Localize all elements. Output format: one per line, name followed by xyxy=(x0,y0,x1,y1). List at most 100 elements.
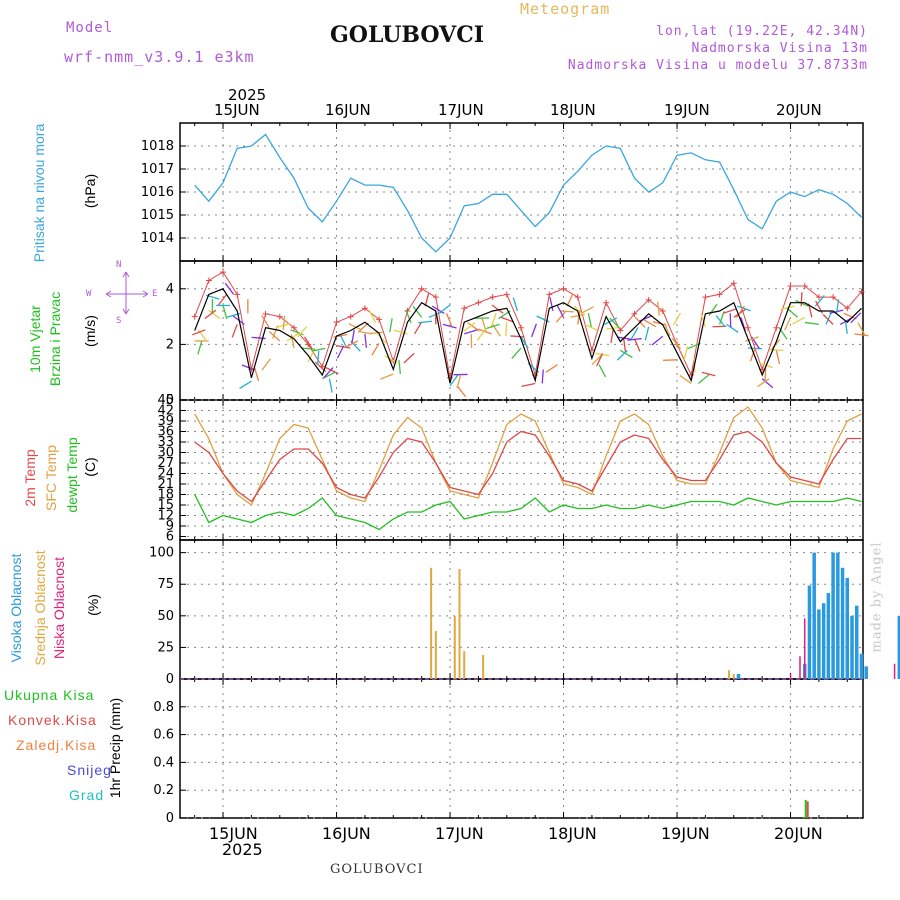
wind-arrow xyxy=(619,349,633,358)
gust-marker xyxy=(234,291,241,298)
wind-arrow xyxy=(204,309,217,320)
wind-arrow xyxy=(336,345,345,359)
gust-marker xyxy=(787,283,794,290)
gust-marker xyxy=(560,285,567,292)
day-bottom-5: 20JUN xyxy=(774,824,823,843)
wind-arrow xyxy=(757,378,770,388)
wind-arrow xyxy=(545,364,558,373)
compass-w: W xyxy=(86,289,92,299)
wind-arrow xyxy=(431,305,445,314)
cloud-bar xyxy=(859,653,864,679)
wind-arrow xyxy=(784,317,792,331)
wind-arrow xyxy=(505,321,508,337)
wind-arrow xyxy=(531,323,538,338)
cloud-bar xyxy=(799,656,801,679)
wind-arrow xyxy=(609,317,620,329)
wind-arrow xyxy=(656,301,660,316)
cloud-bar xyxy=(482,654,485,679)
meteogram-label: Meteogram xyxy=(520,0,611,18)
wind-arrow xyxy=(671,337,682,350)
gust-marker xyxy=(475,299,482,306)
compass-s: S xyxy=(116,316,122,326)
wind-arrow xyxy=(456,385,467,398)
cloud-axis-tick-label: 100 xyxy=(149,546,174,561)
gust-marker xyxy=(702,294,709,301)
wind-arrow xyxy=(559,310,574,313)
wind-arrow xyxy=(323,367,334,379)
cloud-bar xyxy=(463,651,466,679)
wind-arrow xyxy=(290,329,304,336)
wind-arrow xyxy=(307,349,315,363)
gust-marker xyxy=(801,283,808,290)
gust-marker xyxy=(631,310,638,317)
footer-station: GOLUBOVCI xyxy=(330,862,424,877)
wind-arrow xyxy=(735,305,745,319)
wind-arrow xyxy=(708,303,718,316)
wind-arrow xyxy=(456,374,462,389)
wind-arrow xyxy=(424,292,430,307)
pressure-line xyxy=(194,133,862,253)
precip-legend-hail: Grad xyxy=(69,787,105,803)
wind-arrow xyxy=(786,307,799,318)
wind-arrow xyxy=(519,335,529,349)
cloud-bar xyxy=(864,666,868,679)
gust-marker xyxy=(830,294,837,301)
gust-marker xyxy=(645,296,652,303)
cloud-axis-tick-label: 50 xyxy=(157,609,174,624)
wind-arrow xyxy=(251,336,266,340)
wind-axis-tick-label: 2 xyxy=(166,337,174,352)
pressure-axis-tick-label: 1017 xyxy=(141,162,174,177)
wind-arrow xyxy=(623,339,627,354)
wind-arrow xyxy=(800,292,803,307)
wind-arrow xyxy=(679,374,692,384)
wind-arrow xyxy=(208,309,221,320)
wind-arrow xyxy=(224,282,235,295)
year-top: 2025 xyxy=(228,86,267,104)
wind-arrow xyxy=(836,299,840,314)
wind-arrow xyxy=(584,323,598,331)
temp-axis-tick-label: 24 xyxy=(157,467,174,482)
cloud-bar xyxy=(430,567,433,679)
gust-marker xyxy=(517,324,524,331)
wind-arrow xyxy=(418,320,433,324)
wind-arrow xyxy=(412,305,423,318)
gust-marker xyxy=(333,319,340,326)
day-top-4: 19JUN xyxy=(664,101,710,119)
gust-marker xyxy=(574,294,581,301)
gust-marker xyxy=(546,291,553,298)
wind-arrow xyxy=(512,297,519,312)
gust-marker xyxy=(603,299,610,306)
gust-marker xyxy=(461,305,468,312)
cloud-axis-tick-label: 0 xyxy=(166,672,174,687)
wind-arrow xyxy=(804,321,820,326)
wind-arrow xyxy=(380,373,394,380)
panel-frame xyxy=(179,678,864,819)
wind-arrow xyxy=(405,309,412,323)
cloud-bar xyxy=(807,585,812,679)
wind-arrow xyxy=(490,313,497,327)
wind-arrow xyxy=(616,349,628,361)
wind-arrow xyxy=(596,353,604,367)
wind-arrow xyxy=(722,308,737,314)
day-bottom-2: 17JUN xyxy=(435,824,484,843)
gust-marker xyxy=(361,305,368,312)
precip-legend-total: Ukupna Kisa xyxy=(4,687,95,703)
gust-marker xyxy=(815,294,822,301)
wind-arrow xyxy=(463,322,476,332)
wind-arrow xyxy=(316,351,320,366)
day-top-5: 20JUN xyxy=(776,101,822,119)
wind-arrow xyxy=(261,315,270,328)
wind-arrow xyxy=(368,309,377,324)
wind-arrow xyxy=(500,316,515,323)
wind-arrow xyxy=(467,322,480,332)
wind-arrow xyxy=(231,324,238,338)
wind-arrow xyxy=(286,332,300,342)
day-top-0: 15JUN xyxy=(214,101,260,119)
cloud-bar xyxy=(434,630,437,679)
gust-marker xyxy=(489,294,496,301)
gust-marker xyxy=(730,280,737,287)
temp-axis-tick-label: 6 xyxy=(166,530,174,545)
pressure-axis-tick-label: 1014 xyxy=(141,231,174,246)
pressure-axis-tick-label: 1015 xyxy=(141,208,174,223)
